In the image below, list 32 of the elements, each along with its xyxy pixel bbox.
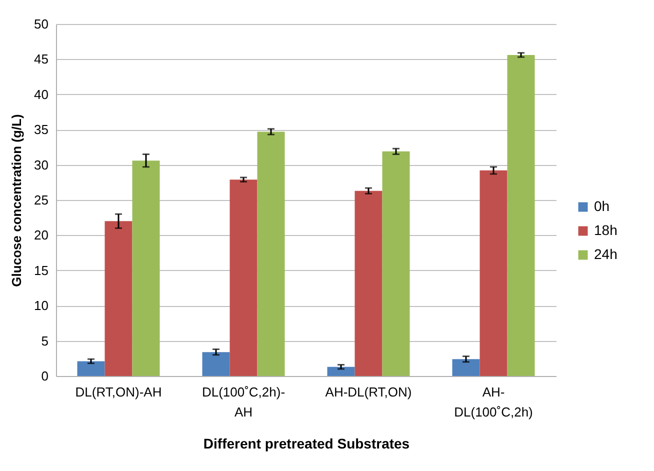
y-tick-label: 25: [34, 192, 48, 208]
bar: [327, 366, 355, 376]
x-tick-label: DL(RT,ON)-AH: [75, 384, 162, 400]
y-tick-label: 50: [34, 16, 48, 32]
y-tick-label: 20: [34, 228, 48, 243]
bar: [507, 54, 535, 376]
bar: [202, 352, 230, 376]
y-tick-label: 35: [34, 122, 48, 138]
y-tick-label: 40: [34, 86, 48, 102]
legend-label: 0h: [594, 198, 610, 214]
bar: [77, 361, 105, 376]
bar: [354, 190, 382, 376]
bar: [132, 160, 160, 376]
x-tick-label: AH-DL(RT,ON): [325, 384, 412, 400]
bar: [480, 170, 508, 376]
bar: [452, 359, 480, 376]
legend-label: 18h: [594, 222, 618, 238]
y-tick-label: 30: [34, 157, 48, 172]
bar: [257, 132, 285, 376]
x-tick-label: DL(100˚C,2h)-AH: [202, 384, 286, 420]
y-axis-title: Glucose concentration (g/L): [9, 114, 24, 287]
bar: [382, 151, 410, 376]
legend-label: 24h: [594, 246, 618, 262]
y-tick-label: 45: [34, 52, 48, 67]
bar: [230, 180, 258, 376]
y-tick-label: 15: [34, 262, 48, 278]
bar: [104, 221, 132, 376]
x-axis-title: Different pretreated Substrates: [203, 436, 410, 452]
y-tick-label: 0: [41, 368, 48, 384]
y-tick-label: 10: [34, 298, 48, 314]
x-tick-label: AH-DL(100˚C,2h): [454, 384, 533, 420]
y-tick-label: 5: [41, 333, 48, 348]
